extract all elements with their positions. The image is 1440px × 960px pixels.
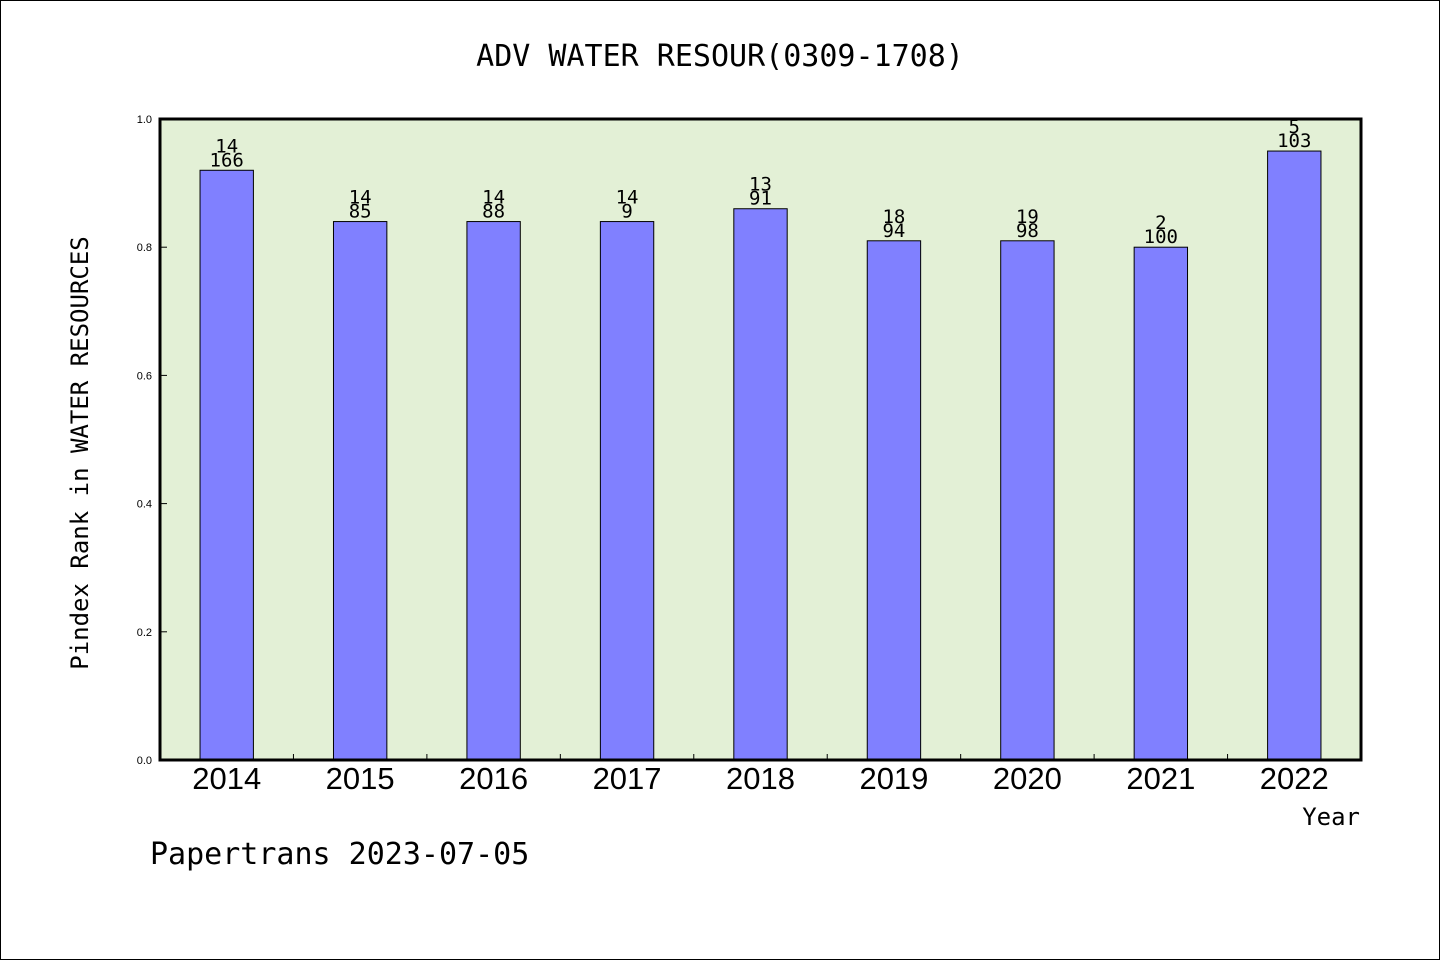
- x-tick-label: 2020: [993, 761, 1062, 796]
- bar-2014: [199, 169, 254, 761]
- bar-2016: [466, 221, 521, 761]
- bar-total-label: 88: [482, 201, 505, 223]
- bar-rank-label: 2: [1155, 212, 1166, 234]
- x-tick-label: 2021: [1126, 761, 1195, 796]
- bar-total-label: 166: [210, 149, 244, 171]
- footer-credit: Papertrans 2023-07-05: [150, 837, 529, 872]
- y-tick-label: 0.8: [137, 242, 152, 254]
- y-tick-label: 1.0: [137, 114, 152, 126]
- bar-total-label: 103: [1277, 130, 1311, 152]
- axis-ticks: 2014 2015 2016 2017 2018 2019 2020 2021 2022 0.0 0…: [137, 114, 1329, 796]
- bar-rank-label: 14: [215, 135, 238, 157]
- bar-2015: [332, 221, 388, 761]
- bar-total-label: 100: [1144, 226, 1178, 248]
- y-axis-label: Pindex Rank in WATER RESOURCES: [66, 236, 94, 669]
- bar-rank-label: 13: [749, 174, 772, 196]
- bar-rank-label: 19: [1016, 206, 1039, 228]
- bar-2018: [733, 208, 788, 761]
- y-tick-label: 0.6: [137, 370, 152, 382]
- bar-rank-label: 14: [616, 187, 639, 209]
- plot-border: [158, 117, 1363, 762]
- bar-2022: [1267, 150, 1322, 761]
- chart-title: ADV WATER RESOUR(0309-1708): [476, 39, 964, 74]
- bar-rank-label: 14: [349, 187, 372, 209]
- y-tick-label: 0.4: [137, 499, 152, 511]
- y-tick-label: 0.2: [137, 627, 152, 639]
- x-tick-label: 2018: [726, 761, 795, 796]
- bar-rank-label: 5: [1289, 116, 1300, 138]
- bar-total-label: 85: [349, 201, 372, 223]
- x-tick-label: 2017: [593, 761, 662, 796]
- x-axis-label: Year: [1302, 803, 1360, 831]
- x-tick-label: 2019: [859, 761, 928, 796]
- x-tick-label: 2022: [1260, 761, 1329, 796]
- x-tick-label: 2015: [326, 761, 395, 796]
- bar-2021: [1133, 246, 1189, 761]
- bar-total-label: 91: [749, 188, 772, 210]
- bar-total-label: 9: [621, 201, 632, 223]
- x-tick-label: 2014: [192, 761, 261, 796]
- bar-2019: [866, 240, 922, 761]
- bar-2017: [599, 221, 655, 761]
- bar-2020: [1000, 240, 1055, 761]
- bar-total-label: 94: [882, 220, 905, 242]
- y-tick-label: 0.0: [137, 755, 152, 767]
- bar-rank-label: 14: [482, 187, 505, 209]
- bar-rank-label: 18: [882, 206, 905, 228]
- x-tick-label: 2016: [459, 761, 528, 796]
- bar-total-label: 98: [1016, 220, 1039, 242]
